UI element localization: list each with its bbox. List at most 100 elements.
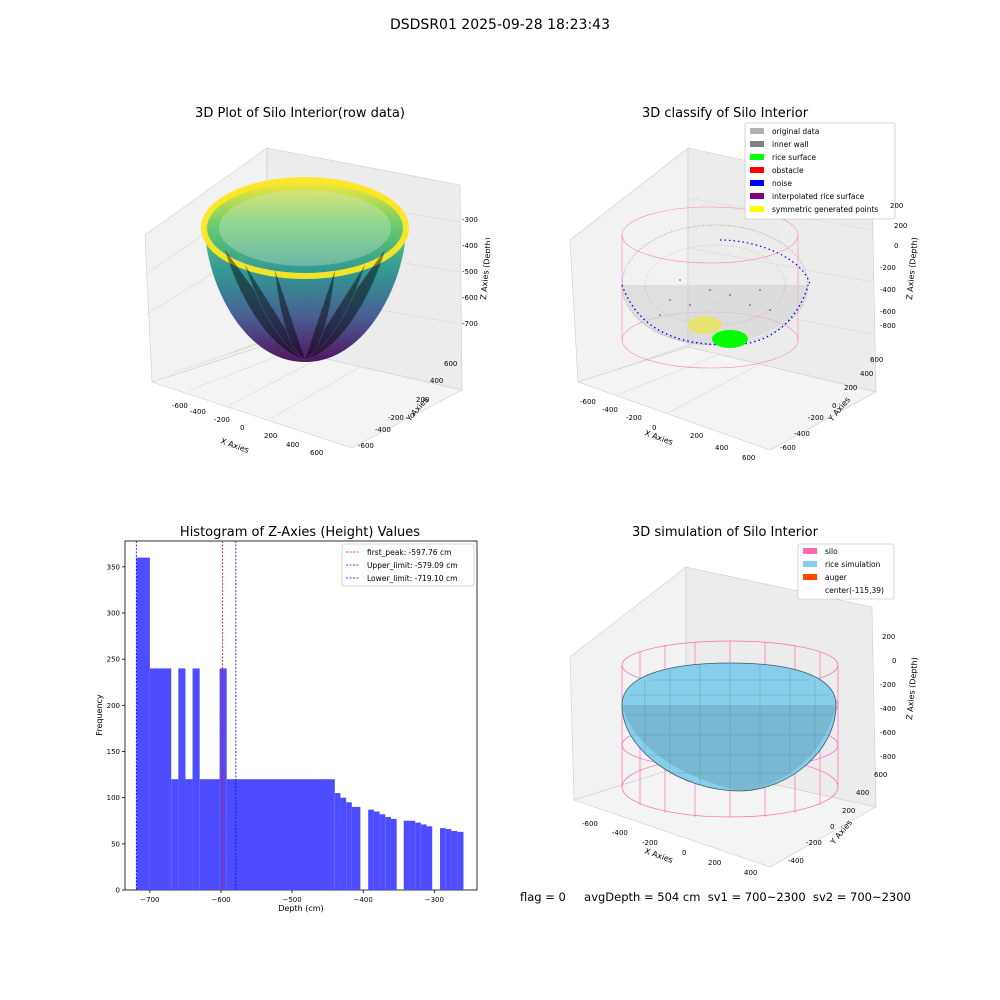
svg-text:0: 0 <box>652 424 656 432</box>
histogram-bar <box>373 811 380 890</box>
svg-text:-400: -400 <box>190 408 206 416</box>
svg-text:200: 200 <box>690 432 703 440</box>
x-tick-label: −500 <box>282 896 301 904</box>
histogram-bar <box>440 828 446 890</box>
legend-label: inner wall <box>772 140 809 149</box>
simulation-z-label: Z Axies (Depth) <box>905 657 919 720</box>
raw-z-ticks: -300 -400 -500 -600 -700 <box>462 216 478 328</box>
svg-text:400: 400 <box>744 869 757 877</box>
svg-text:0: 0 <box>832 402 836 410</box>
svg-text:-200: -200 <box>880 264 896 272</box>
svg-text:-400: -400 <box>375 426 391 434</box>
legend-label: silo <box>825 547 838 556</box>
histogram-bars <box>136 557 464 890</box>
simulation-x-label: X Axies <box>643 846 674 865</box>
legend-swatch <box>750 180 764 186</box>
raw-3d-plot: 3D Plot of Silo Interior(row data) <box>144 106 490 457</box>
svg-text:-200: -200 <box>880 681 896 689</box>
classify-legend: original data inner wall rice surface ob… <box>744 122 896 220</box>
raw-paraboloid-surface <box>201 177 409 362</box>
histogram-title: Histogram of Z-Axies (Height) Values <box>180 525 420 540</box>
histogram-bar <box>351 806 361 890</box>
svg-text:-500: -500 <box>462 268 478 276</box>
histogram-reference-lines <box>135 541 237 890</box>
histogram-bar <box>409 820 416 890</box>
svg-text:400: 400 <box>430 377 443 385</box>
legend-swatch <box>750 193 764 199</box>
legend-first-peak: first_peak: -597.76 cm <box>367 548 451 557</box>
simulation-y-ticks: 600 400 200 0 -200 -400 <box>788 771 887 865</box>
x-tick-label: −700 <box>140 896 159 904</box>
legend-swatch <box>750 154 764 160</box>
svg-text:-600: -600 <box>582 820 598 828</box>
svg-text:200: 200 <box>842 807 855 815</box>
legend-label: rice surface <box>772 153 816 162</box>
svg-text:-200: -200 <box>806 839 822 847</box>
histogram-bar <box>403 820 410 890</box>
histogram-bar <box>415 822 421 890</box>
histogram-legend: first_peak: -597.76 cm Upper_limit: -579… <box>341 543 475 587</box>
simulation-plot-title: 3D simulation of Silo Interior <box>632 525 819 540</box>
histogram-bar <box>185 779 193 890</box>
legend-label: noise <box>772 179 792 188</box>
legend-label: symmetric generated points <box>772 205 878 214</box>
svg-text:-700: -700 <box>462 320 478 328</box>
classify-y-ticks: 600 400 200 0 -200 -400 -600 <box>780 356 883 452</box>
histogram-bar <box>334 793 341 890</box>
histogram-bar <box>385 817 391 890</box>
sv1-text: sv1 = 700~2300 <box>707 890 806 904</box>
svg-text:0: 0 <box>894 242 898 250</box>
svg-text:-400: -400 <box>602 406 618 414</box>
histogram-bar <box>149 668 172 890</box>
simulation-legend: silo rice simulation auger center(-115,3… <box>797 543 895 600</box>
svg-text:200: 200 <box>894 222 907 230</box>
raw-plot-title: 3D Plot of Silo Interior(row data) <box>195 106 405 121</box>
simulation-x-ticks: -600 -400 -200 0 200 400 <box>582 820 757 877</box>
histogram-bar <box>192 668 200 890</box>
legend-swatch <box>750 141 764 147</box>
histogram-bar <box>226 779 335 890</box>
y-tick-label: 350 <box>107 563 120 571</box>
histogram-bar <box>368 809 374 890</box>
histogram-bar <box>199 779 220 890</box>
histogram-y-label: Frequency <box>95 694 104 736</box>
classify-silo-wall <box>621 206 811 369</box>
classify-z-ticks: 200 200 0 -200 -400 -600 -800 <box>880 202 907 330</box>
svg-text:200: 200 <box>890 202 903 210</box>
svg-text:600: 600 <box>310 449 323 457</box>
histogram-bar <box>379 814 386 890</box>
svg-text:400: 400 <box>856 789 869 797</box>
x-tick-label: −300 <box>425 896 444 904</box>
raw-y-ticks: 600 400 200 0 -200 -400 -600 <box>358 360 457 450</box>
histogram-bar <box>457 831 464 890</box>
histogram-bar <box>171 779 179 890</box>
raw-z-label: Z Axies (Depth) <box>479 237 490 300</box>
histogram-bar <box>346 802 352 890</box>
y-tick-label: 50 <box>111 840 120 848</box>
legend-upper-limit: Upper_limit: -579.09 cm <box>367 561 458 570</box>
legend-swatch <box>803 574 817 580</box>
legend-lower-limit: Lower_limit: -719.10 cm <box>367 574 457 583</box>
legend-label: obstacle <box>772 166 804 175</box>
legend-label: original data <box>772 127 819 136</box>
histogram-bar <box>445 829 452 890</box>
histogram-bar <box>420 824 427 890</box>
legend-swatch <box>803 561 817 567</box>
svg-text:-400: -400 <box>612 829 628 837</box>
svg-text:-400: -400 <box>788 857 804 865</box>
raw-x-ticks: -600 -400 -200 0 200 400 600 <box>172 402 323 457</box>
svg-text:-600: -600 <box>172 402 188 410</box>
svg-text:600: 600 <box>742 454 755 462</box>
svg-text:400: 400 <box>860 370 873 378</box>
figure-title: DSDSR01 2025-09-28 18:23:43 <box>389 17 610 33</box>
histogram-bar <box>451 830 458 890</box>
legend-label: center(-115,39) <box>825 586 884 595</box>
legend-swatch <box>750 206 764 212</box>
histogram-bar <box>136 557 150 890</box>
svg-text:200: 200 <box>882 633 895 641</box>
legend-label: rice simulation <box>825 560 881 569</box>
legend-label: auger <box>825 573 848 582</box>
histogram-y-ticks: 0 50 100 150 200 250 300 350 <box>107 563 125 895</box>
flag-text: flag = 0 <box>520 890 566 904</box>
svg-text:-400: -400 <box>462 242 478 250</box>
